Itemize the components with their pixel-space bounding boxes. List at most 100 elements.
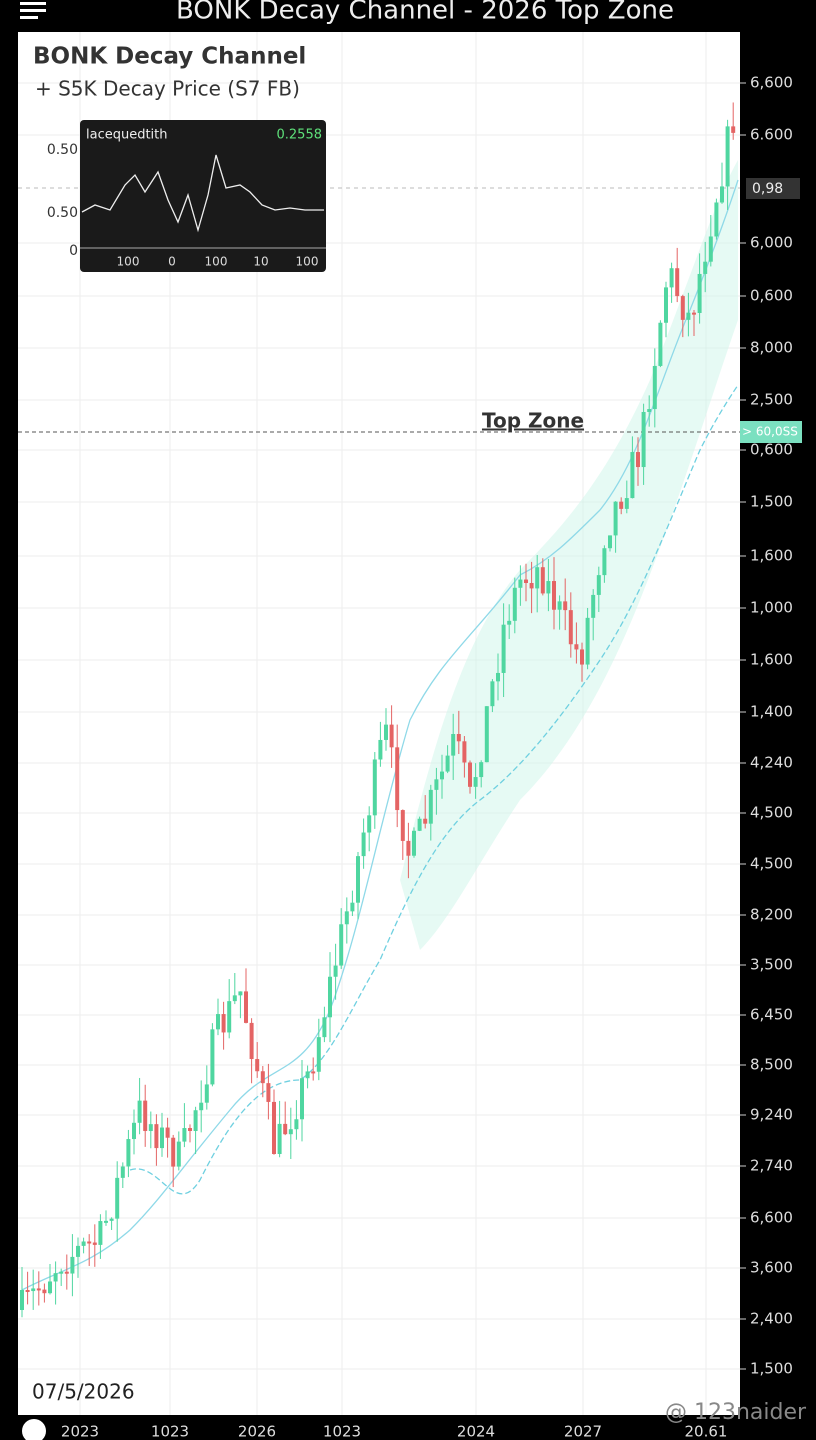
y-axis-label: 1,600 [750, 547, 793, 565]
x-axis-label: 20.61 [685, 1423, 728, 1440]
inset-x-label: 100 [117, 255, 140, 269]
candle-body [412, 830, 416, 856]
y-axis-label: 4,500 [750, 804, 793, 822]
candle-body [104, 1220, 108, 1223]
candle-body [244, 991, 248, 1023]
candle-body [512, 587, 517, 621]
candle-body [165, 1127, 170, 1138]
candle-body [608, 535, 612, 549]
candle-body [81, 1241, 86, 1246]
candle-body [507, 620, 512, 625]
channel-upper [21, 179, 739, 1291]
inset-y-label: 0.50 [47, 142, 78, 158]
candle-body [193, 1110, 198, 1132]
channel-band [400, 160, 738, 950]
candle-body [445, 755, 450, 772]
y-axis-label: 2,740 [750, 1157, 793, 1175]
y-axis-label: 6.600 [750, 126, 793, 144]
candle-body [451, 734, 456, 756]
candle-body [384, 724, 388, 740]
candle-body [182, 1128, 187, 1142]
candle-body [255, 1059, 260, 1072]
candle-body [473, 777, 478, 787]
candle-body [524, 579, 528, 584]
candle-body [529, 583, 534, 589]
candle-body [602, 548, 607, 576]
candle-body [260, 1071, 265, 1084]
candle-body [580, 649, 584, 665]
candle-body [171, 1137, 176, 1167]
inset-background [80, 120, 326, 272]
candle-body [92, 1242, 97, 1245]
grid [18, 32, 740, 1415]
candle-body [378, 739, 383, 760]
inset-y-label: 0 [69, 243, 78, 259]
candle-body [36, 1288, 41, 1291]
candle-body [552, 581, 556, 610]
inset-x-label: 100 [205, 255, 228, 269]
candle-body [249, 1022, 254, 1060]
y-axis-label: 1,600 [750, 651, 793, 669]
y-axis-label: 3,500 [750, 956, 793, 974]
candle-body [440, 771, 444, 780]
inset-x-label: 0 [168, 255, 176, 269]
candle-body [692, 312, 696, 315]
candle-body [484, 706, 489, 763]
candle-body [132, 1122, 136, 1140]
candle-body [490, 681, 495, 707]
x-axis-label: 1023 [323, 1423, 361, 1440]
candle-body [120, 1166, 125, 1178]
chart-subtitle: + S5K Decay Price (S7 FB) [35, 77, 300, 101]
candle-body [406, 840, 411, 856]
candle-body [344, 911, 349, 925]
watermark: @ 123naider [665, 1400, 807, 1425]
inset-y-label: 0.50 [47, 205, 78, 221]
y-axis-label: 8,500 [750, 1056, 793, 1074]
header-title: BONK Decay Channel - 2026 Top Zone [176, 0, 674, 26]
candle-body [563, 601, 568, 611]
inset-title: lacequedtith [86, 128, 168, 143]
candle-body [154, 1124, 159, 1149]
candle-body [20, 1290, 24, 1310]
candle-body [725, 126, 730, 187]
menu-bar [20, 16, 38, 19]
zone-tag-label: > 60,0SS [742, 425, 798, 439]
inset-x-label: 10 [253, 255, 268, 269]
candle-body [356, 856, 360, 903]
candle-body [647, 409, 652, 412]
candle-body [48, 1281, 52, 1294]
x-axis-label: 2024 [457, 1423, 495, 1440]
candle-body [434, 779, 439, 790]
y-axis-label: 4,240 [750, 754, 793, 772]
menu-icon[interactable] [20, 2, 46, 19]
y-axis-label: 9,240 [750, 1106, 793, 1124]
candle-body [462, 741, 467, 763]
y-axis-label: 4,500 [750, 855, 793, 873]
y-axis-label: 6,600 [750, 74, 793, 92]
candle-body [109, 1218, 114, 1221]
candle-body [176, 1141, 181, 1167]
candle-body [143, 1100, 148, 1132]
candle-body [630, 452, 635, 499]
y-axis-label: 0,600 [750, 287, 793, 305]
candle-body [216, 1014, 220, 1030]
candle-body [25, 1290, 30, 1293]
candle-body [188, 1128, 192, 1132]
candle-body [266, 1083, 271, 1102]
candle-body [42, 1289, 47, 1294]
candle-body [591, 594, 596, 618]
candle-body [367, 815, 372, 833]
price-tag-label: 0,98 [752, 181, 783, 197]
candle-body [64, 1271, 69, 1274]
candle-body [428, 789, 433, 824]
candle-body [596, 575, 601, 595]
chart-title: BONK Decay Channel [33, 44, 306, 70]
candle-body [76, 1245, 80, 1257]
candle-body [395, 747, 400, 811]
candle-body [305, 1071, 310, 1079]
candle-body [277, 1123, 282, 1154]
y-axis-label: 6,000 [750, 234, 793, 252]
candle-body [199, 1102, 204, 1111]
candle-body [300, 1078, 304, 1120]
candle-body [613, 501, 618, 536]
